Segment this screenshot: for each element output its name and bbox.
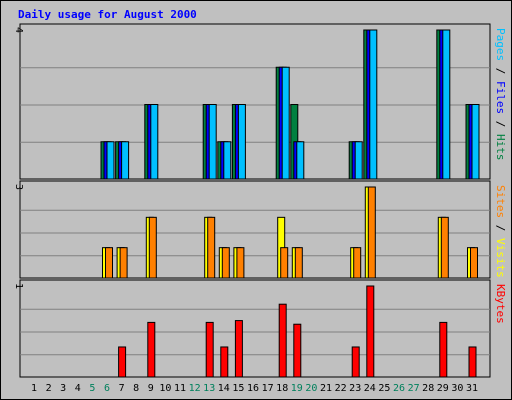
y-max-label: 1 [13,283,24,289]
legend-entry-pages: Pages [494,28,507,61]
panel-background [19,279,491,378]
x-tick-label-day-5: 5 [89,383,95,394]
x-tick-label-day-24: 24 [364,383,376,394]
bar-sites-day-23 [353,247,362,279]
x-tick-label-day-18: 18 [276,383,288,394]
bar-pages-day-7 [121,141,130,180]
panel-kbytes: 1 KBytes [13,279,507,378]
bar-kbytes-day-29 [439,321,448,378]
bar-sites-day-24 [367,186,376,279]
legend-separator: / [494,114,507,134]
panel-visits: 3 Sites / Visits [13,180,507,279]
bar-pages-day-24 [369,29,378,180]
bar-pages-day-6 [106,141,115,180]
legend-entry-hits: Hits [494,134,507,161]
panel-legend: Pages / Files / Hits [494,28,507,161]
x-tick-label-day-30: 30 [451,383,463,394]
x-axis-labels: 1 2 3 4 5 6 7 8 9 10 11 12 13 14 15 16 17 18 19 20 21 22 23 24 2… [31,383,478,394]
chart-panels: 4 Pages / Files / Hits 3 Sites / Visits 1 KBy… [13,23,507,378]
chart-title: Daily usage for August 2000 [18,8,197,21]
x-tick-label-day-28: 28 [422,383,434,394]
x-tick-label-day-12: 12 [189,383,201,394]
x-tick-label-day-9: 9 [148,383,154,394]
bar-sites-day-15 [236,247,245,279]
x-tick-label-day-21: 21 [320,383,332,394]
bar-sites-day-14 [221,247,230,279]
x-tick-label-day-1: 1 [31,383,37,394]
legend-separator: / [494,218,507,238]
legend-entry-sites: Sites [494,185,507,218]
bar-sites-day-9 [148,216,157,279]
panel-legend: KBytes [494,284,507,324]
bar-sites-day-19 [294,247,303,279]
y-max-label: 3 [13,184,24,190]
x-tick-label-day-14: 14 [218,383,230,394]
x-tick-label-day-16: 16 [247,383,259,394]
panel-background [19,23,491,180]
x-tick-label-day-2: 2 [46,383,52,394]
bar-kbytes-day-14 [220,346,229,378]
bar-pages-day-29 [442,29,451,180]
legend-separator: / [494,61,507,81]
x-tick-label-day-7: 7 [119,383,125,394]
bar-sites-day-18 [280,247,289,279]
bar-kbytes-day-19 [293,323,302,378]
bar-kbytes-day-23 [351,346,360,378]
x-tick-label-day-13: 13 [203,383,215,394]
bar-sites-day-13 [207,216,216,279]
bar-sites-day-29 [440,216,449,279]
x-tick-label-day-17: 17 [262,383,274,394]
x-tick-label-day-19: 19 [291,383,303,394]
bar-kbytes-day-24 [366,285,375,378]
bar-pages-day-9 [150,104,159,180]
x-tick-label-day-15: 15 [232,383,244,394]
bar-pages-day-19 [296,141,305,180]
x-tick-label-day-29: 29 [437,383,449,394]
bar-sites-day-7 [119,247,128,279]
x-tick-label-day-3: 3 [60,383,66,394]
bar-pages-day-18 [281,66,290,180]
x-tick-label-day-27: 27 [408,383,420,394]
x-tick-label-day-23: 23 [349,383,361,394]
x-tick-label-day-22: 22 [335,383,347,394]
bar-kbytes-day-7 [118,346,127,378]
bar-pages-day-14 [223,141,232,180]
legend-entry-visits: Visits [494,238,507,278]
panel-background [19,180,491,279]
x-tick-label-day-25: 25 [378,383,390,394]
x-tick-label-day-6: 6 [104,383,110,394]
bar-kbytes-day-9 [147,321,156,378]
bar-kbytes-day-31 [468,346,477,378]
bar-pages-day-31 [471,104,480,180]
panel-legend: Sites / Visits [494,185,507,278]
bar-kbytes-day-13 [205,321,214,378]
x-tick-label-day-26: 26 [393,383,405,394]
x-tick-label-day-8: 8 [133,383,139,394]
bar-pages-day-15 [237,104,246,180]
x-tick-label-day-20: 20 [305,383,317,394]
bar-sites-day-31 [470,247,478,279]
bar-sites-day-6 [105,247,113,279]
legend-entry-files: Files [494,81,507,114]
x-tick-label-day-10: 10 [159,383,171,394]
bar-kbytes-day-15 [234,320,243,378]
x-tick-label-day-4: 4 [75,383,81,394]
bar-kbytes-day-18 [278,303,287,378]
bar-pages-day-23 [354,141,363,180]
x-tick-label-day-31: 31 [466,383,478,394]
x-tick-label-day-11: 11 [174,383,186,394]
panel-hits: 4 Pages / Files / Hits [13,23,507,180]
bar-pages-day-13 [208,104,217,180]
legend-entry-kbytes: KBytes [494,284,507,324]
y-max-label: 4 [13,27,24,33]
